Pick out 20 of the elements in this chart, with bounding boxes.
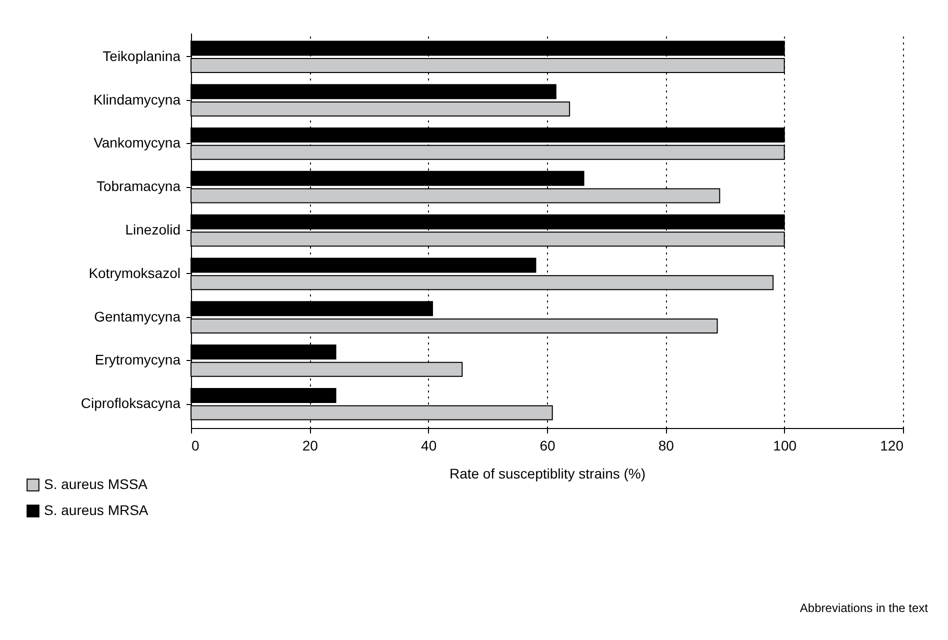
y-tick-label: Teikoplanina — [102, 48, 181, 64]
y-tick-label: Gentamycyna — [94, 308, 181, 324]
legend-label: S. aureus MSSA — [44, 476, 148, 492]
y-tick-label: Vankomycyna — [94, 134, 181, 151]
y-tick-label: Klindamycyna — [93, 91, 181, 108]
y-tick-label: Erytromycyna — [94, 352, 181, 368]
x-tick-label: 0 — [192, 438, 200, 454]
x-tick-label: 40 — [421, 438, 437, 454]
x-tick-label: 20 — [302, 438, 318, 454]
legend-label: S. aureus MRSA — [44, 502, 149, 518]
y-tick-label: Ciprofloksacyna — [80, 395, 181, 412]
x-tick-label: 120 — [880, 438, 904, 454]
y-tick-label: Linezolid — [125, 222, 180, 238]
x-tick-label: 100 — [773, 438, 797, 454]
y-tick-label: Kotrymoksazol — [88, 264, 180, 281]
x-tick-label: 60 — [540, 438, 556, 454]
y-tick-label: Tobramacyna — [96, 178, 181, 194]
x-axis-title: Rate of susceptiblity strains (%) — [449, 466, 646, 482]
x-tick-label: 80 — [658, 438, 674, 454]
text: Abbreviations in the text — [800, 601, 928, 615]
